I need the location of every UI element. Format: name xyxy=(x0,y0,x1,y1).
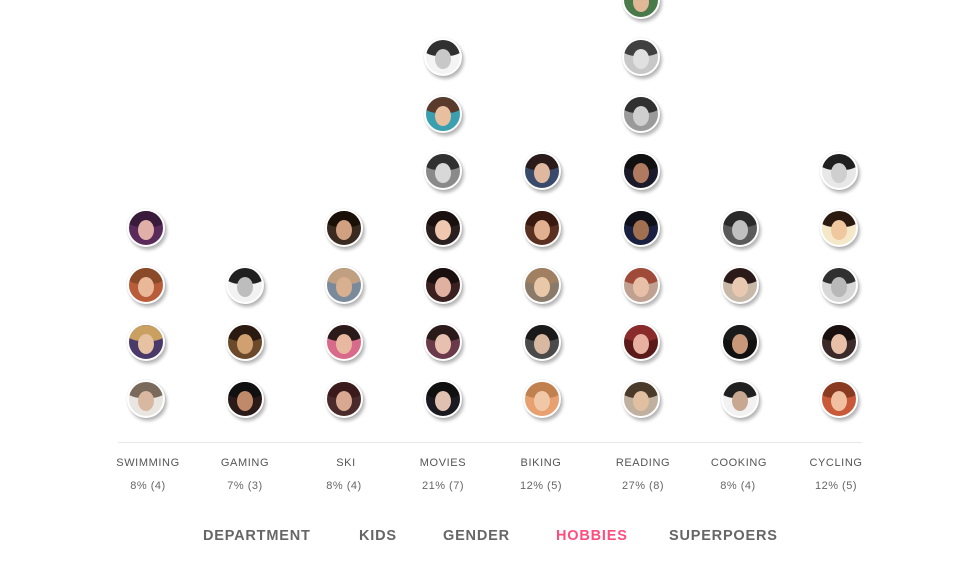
avatar[interactable] xyxy=(622,380,660,418)
category-stat-movies: 21% (7) xyxy=(421,480,465,492)
avatar[interactable] xyxy=(820,209,858,247)
avatar-stack xyxy=(591,0,691,418)
category-label-cooking: COOKING xyxy=(710,457,768,469)
avatar-stack xyxy=(96,209,196,418)
category-label-movies: MOVIES xyxy=(419,457,467,469)
category-stat-biking: 12% (5) xyxy=(519,480,563,492)
avatar[interactable] xyxy=(424,38,462,76)
tab-gender[interactable]: GENDER xyxy=(443,528,510,544)
avatar-stack xyxy=(690,209,790,418)
grouping-tabs: DEPARTMENT KIDS GENDER HOBBIES SUPERPOER… xyxy=(0,528,980,550)
avatar[interactable] xyxy=(325,266,363,304)
column-biking xyxy=(492,0,592,430)
avatar[interactable] xyxy=(622,38,660,76)
column-cooking xyxy=(690,0,790,430)
avatar-stack xyxy=(294,209,394,418)
avatar[interactable] xyxy=(523,266,561,304)
avatar[interactable] xyxy=(820,323,858,361)
avatar[interactable] xyxy=(127,323,165,361)
column-movies xyxy=(393,0,493,430)
category-stat-cycling: 12% (5) xyxy=(814,480,858,492)
avatar[interactable] xyxy=(325,323,363,361)
column-swimming xyxy=(96,0,196,430)
avatar[interactable] xyxy=(622,209,660,247)
category-label-biking: BIKING xyxy=(520,457,562,469)
category-label-gaming: GAMING xyxy=(220,457,270,469)
category-label-swimming: SWIMMING xyxy=(116,457,180,469)
avatar[interactable] xyxy=(622,266,660,304)
avatar[interactable] xyxy=(721,209,759,247)
avatar[interactable] xyxy=(127,380,165,418)
tab-kids[interactable]: KIDS xyxy=(359,528,397,544)
avatar-stack xyxy=(492,152,592,418)
axis-divider xyxy=(118,442,862,443)
avatar[interactable] xyxy=(226,266,264,304)
category-stat-cooking: 8% (4) xyxy=(720,480,756,492)
category-stat-swimming: 8% (4) xyxy=(130,480,166,492)
avatar[interactable] xyxy=(325,380,363,418)
avatar[interactable] xyxy=(820,380,858,418)
category-stat-ski: 8% (4) xyxy=(326,480,362,492)
avatar[interactable] xyxy=(424,209,462,247)
avatar[interactable] xyxy=(721,266,759,304)
avatar[interactable] xyxy=(721,323,759,361)
avatar[interactable] xyxy=(127,266,165,304)
tab-department[interactable]: DEPARTMENT xyxy=(203,528,311,544)
avatar[interactable] xyxy=(523,380,561,418)
avatar[interactable] xyxy=(721,380,759,418)
column-ski xyxy=(294,0,394,430)
avatar[interactable] xyxy=(424,95,462,133)
avatar[interactable] xyxy=(622,152,660,190)
avatar-stack xyxy=(789,152,889,418)
avatar[interactable] xyxy=(424,323,462,361)
avatar-stack xyxy=(393,38,493,418)
avatar[interactable] xyxy=(127,209,165,247)
avatar[interactable] xyxy=(424,152,462,190)
category-label-reading: READING xyxy=(615,457,671,469)
avatar[interactable] xyxy=(523,152,561,190)
avatar[interactable] xyxy=(622,95,660,133)
avatar[interactable] xyxy=(820,152,858,190)
avatar[interactable] xyxy=(424,380,462,418)
avatar-stack xyxy=(195,266,295,418)
avatar[interactable] xyxy=(325,209,363,247)
avatar[interactable] xyxy=(226,323,264,361)
avatar[interactable] xyxy=(226,380,264,418)
avatar[interactable] xyxy=(622,323,660,361)
avatar[interactable] xyxy=(622,0,660,19)
category-stat-reading: 27% (8) xyxy=(621,480,665,492)
avatar[interactable] xyxy=(523,209,561,247)
tab-superpoers[interactable]: SUPERPOERS xyxy=(669,528,778,544)
column-cycling xyxy=(789,0,889,430)
category-stat-gaming: 7% (3) xyxy=(227,480,263,492)
avatar[interactable] xyxy=(523,323,561,361)
category-label-cycling: CYCLING xyxy=(809,457,863,469)
column-gaming xyxy=(195,0,295,430)
column-reading xyxy=(591,0,691,430)
avatar[interactable] xyxy=(424,266,462,304)
tab-hobbies[interactable]: HOBBIES xyxy=(556,528,628,544)
avatar[interactable] xyxy=(820,266,858,304)
category-label-ski: SKI xyxy=(336,457,356,469)
